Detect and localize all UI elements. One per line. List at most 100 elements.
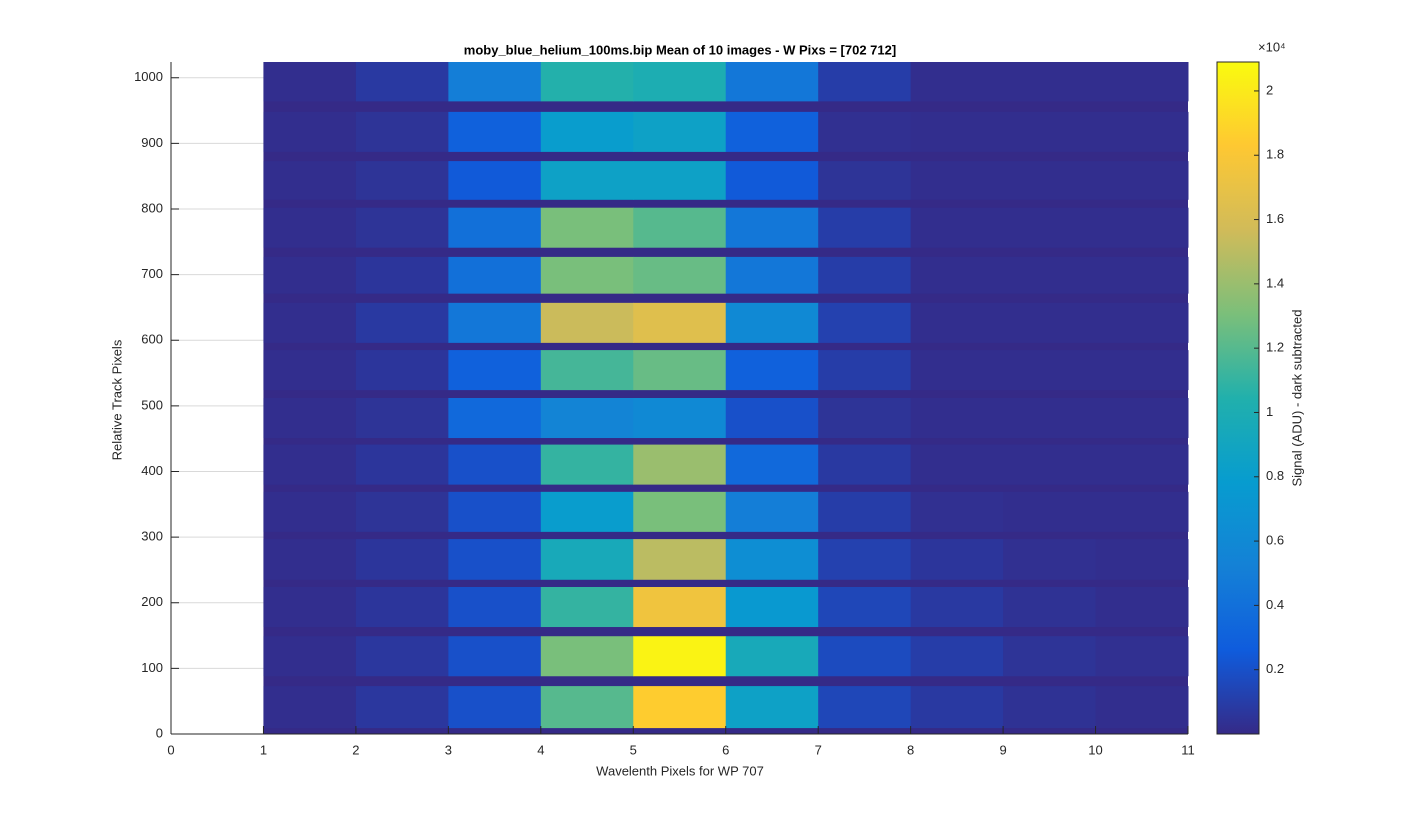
heatmap-cell (725, 398, 819, 439)
x-tick-label: 7 (815, 742, 822, 757)
heatmap-cell (263, 587, 357, 628)
heatmap-cell (1003, 350, 1097, 391)
heatmap-cell (448, 256, 542, 294)
y-tick-label: 100 (141, 660, 163, 675)
heatmap-cell (818, 491, 912, 532)
x-tick-label: 0 (167, 742, 174, 757)
heatmap-cell (355, 62, 449, 102)
x-tick-label: 1 (260, 742, 267, 757)
x-tick-label: 3 (445, 742, 452, 757)
colorbar-tick-label: 1.4 (1266, 275, 1284, 290)
heatmap-cell (540, 207, 634, 248)
heatmap-cell (355, 686, 449, 729)
heatmap-cell (633, 636, 727, 677)
heatmap-cell (633, 111, 727, 152)
heatmap-cell (263, 256, 357, 294)
heatmap-cell (1003, 302, 1097, 343)
colorbar-tick-label: 2 (1266, 82, 1273, 97)
y-tick-label: 300 (141, 529, 163, 544)
heatmap-cell (263, 207, 357, 248)
heatmap-cell (910, 686, 1004, 729)
heatmap-cell (633, 587, 727, 628)
heatmap-cell (355, 350, 449, 391)
heatmap-cell (818, 161, 912, 200)
heatmap-cell (725, 207, 819, 248)
heatmap-cell (910, 636, 1004, 677)
heatmap-cell (540, 587, 634, 628)
colorbar-tick-label: 1 (1266, 404, 1273, 419)
heatmap-cell (263, 398, 357, 439)
colorbar-tick-label: 0.2 (1266, 661, 1284, 676)
x-tick-label: 6 (722, 742, 729, 757)
heatmap-cell (355, 491, 449, 532)
heatmap-cell (1095, 636, 1189, 677)
heatmap-cell (725, 62, 819, 102)
heatmap-cell (633, 161, 727, 200)
heatmap-cell (1003, 207, 1097, 248)
heatmap-cell (540, 398, 634, 439)
heatmap-cell (355, 256, 449, 294)
heatmap-cell (910, 539, 1004, 580)
heatmap-cell (448, 587, 542, 628)
heatmap-cell (633, 207, 727, 248)
heatmap-cell (1003, 539, 1097, 580)
y-tick-label: 1000 (134, 69, 163, 84)
heatmap-cell (1095, 686, 1189, 729)
heatmap-cell (1095, 302, 1189, 343)
heatmap-cell (633, 539, 727, 580)
heatmap-cell (725, 256, 819, 294)
heatmap-cell (263, 491, 357, 532)
y-tick-label: 500 (141, 397, 163, 412)
heatmap-cell (1095, 491, 1189, 532)
heatmap-cell (1095, 161, 1189, 200)
heatmap-cell (818, 256, 912, 294)
colorbar-label: Signal (ADU) - dark subtracted (1289, 309, 1304, 486)
heatmap-cell (540, 636, 634, 677)
heatmap-cell (633, 491, 727, 532)
heatmap-cell (818, 62, 912, 102)
heatmap-cell (448, 350, 542, 391)
heatmap-cell (818, 587, 912, 628)
heatmap-cell (540, 444, 634, 485)
heatmap-cell (818, 398, 912, 439)
y-axis-label: Relative Track Pixels (109, 339, 124, 460)
heatmap-cell (910, 161, 1004, 200)
heatmap-cell (633, 302, 727, 343)
heatmap-cell (355, 398, 449, 439)
heatmap-cell (448, 302, 542, 343)
y-tick-label: 900 (141, 135, 163, 150)
colorbar-tick-label: 1.6 (1266, 211, 1284, 226)
y-tick-label: 600 (141, 332, 163, 347)
heatmap-cell (633, 62, 727, 102)
heatmap-cell (818, 111, 912, 152)
heatmap-cell (1095, 398, 1189, 439)
heatmap-cell (633, 444, 727, 485)
heatmap-cell (540, 350, 634, 391)
heatmap-cell (1095, 62, 1189, 102)
heatmap-cell (448, 111, 542, 152)
heatmap-cell (355, 636, 449, 677)
x-tick-label: 2 (352, 742, 359, 757)
heatmap-cell (1095, 539, 1189, 580)
heatmap-cell (1003, 587, 1097, 628)
heatmap-cell (1095, 444, 1189, 485)
heatmap-cell (540, 62, 634, 102)
heatmap-cell (725, 350, 819, 391)
heatmap-cell (540, 686, 634, 729)
heatmap-cell (540, 111, 634, 152)
x-tick-label: 9 (999, 742, 1006, 757)
heatmap-cell (1003, 491, 1097, 532)
heatmap-cell (355, 587, 449, 628)
heatmap-cell (263, 539, 357, 580)
heatmap-cell (633, 398, 727, 439)
chart-title: moby_blue_helium_100ms.bip Mean of 10 im… (464, 42, 896, 57)
colorbar-tick-label: 0.4 (1266, 597, 1284, 612)
x-tick-label: 8 (907, 742, 914, 757)
heatmap-cell (818, 207, 912, 248)
heatmap-cell (1003, 62, 1097, 102)
heatmap-cell (263, 161, 357, 200)
heatmap-cell (725, 686, 819, 729)
x-tick-label: 4 (537, 742, 544, 757)
heatmap-cell (448, 539, 542, 580)
